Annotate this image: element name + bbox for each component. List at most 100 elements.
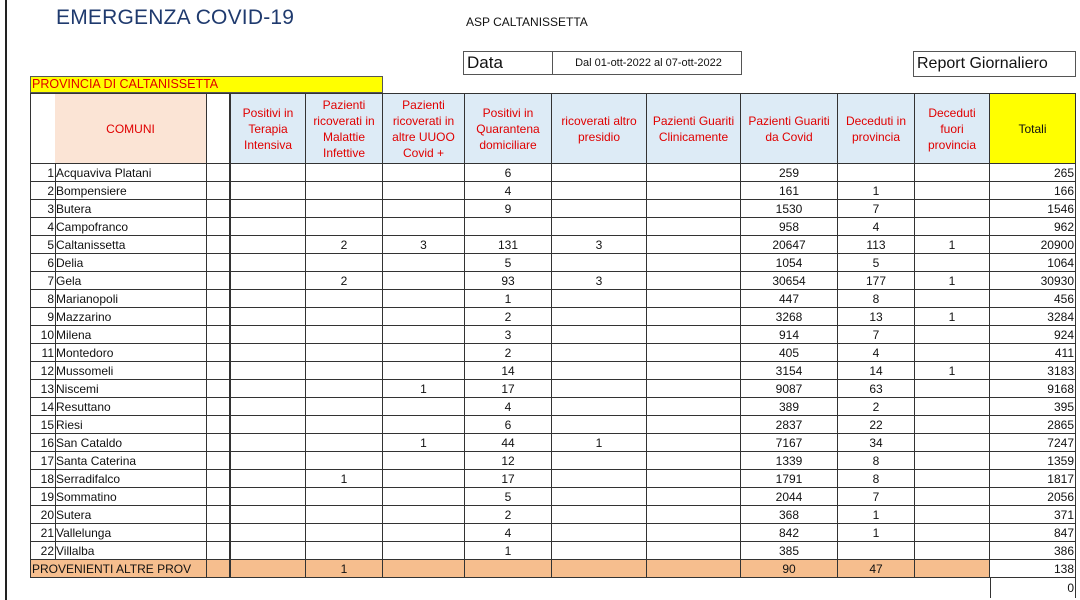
data-cell [230, 542, 306, 560]
comuni-header: COMUNI [55, 93, 207, 164]
spacer-cell [207, 398, 230, 416]
data-cell [306, 290, 383, 308]
data-cell [230, 272, 306, 290]
data-cell [552, 380, 647, 398]
spacer-cell [207, 344, 230, 362]
data-cell: 3154 [741, 362, 838, 380]
row-number: 22 [30, 542, 56, 560]
data-cell: 847 [990, 524, 1076, 542]
spacer-cell [207, 308, 230, 326]
spacer-cell [207, 164, 230, 182]
data-cell: 2 [465, 344, 552, 362]
data-cell: 385 [741, 542, 838, 560]
data-cell [552, 182, 647, 200]
data-cell: 7 [838, 200, 915, 218]
data-cell: 6 [465, 164, 552, 182]
column-header: Positivi in Terapia Intensiva [230, 93, 306, 164]
data-cell: 389 [741, 398, 838, 416]
data-cell: 2 [465, 308, 552, 326]
column-header: Pazienti ricoverati in altre UUOO Covid … [383, 93, 465, 164]
data-cell [552, 362, 647, 380]
data-cell [647, 254, 741, 272]
data-cell [230, 434, 306, 452]
data-cell: 1 [915, 362, 990, 380]
row-number: 6 [30, 254, 56, 272]
spacer-cell [207, 200, 230, 218]
column-header: Positivi in Quarantena domiciliare [465, 93, 552, 164]
data-cell [915, 326, 990, 344]
data-cell: 447 [741, 290, 838, 308]
data-cell: 4 [838, 218, 915, 236]
data-cell: 30654 [741, 272, 838, 290]
data-cell: 17 [465, 470, 552, 488]
data-cell: 8 [838, 290, 915, 308]
data-cell [230, 398, 306, 416]
data-cell [838, 542, 915, 560]
comune-name: Serradifalco [55, 470, 207, 488]
data-cell [552, 398, 647, 416]
provenienti-label: PROVENIENTI ALTRE PROV [30, 560, 207, 578]
data-cell [647, 488, 741, 506]
data-cell [306, 380, 383, 398]
provenienti-cell [465, 560, 552, 578]
provenienti-cell [647, 560, 741, 578]
data-cell [915, 290, 990, 308]
data-cell [647, 398, 741, 416]
data-cell [383, 362, 465, 380]
data-cell [915, 254, 990, 272]
data-cell [915, 398, 990, 416]
data-cell [552, 506, 647, 524]
data-cell [552, 164, 647, 182]
data-cell: 93 [465, 272, 552, 290]
data-cell [465, 218, 552, 236]
data-cell [915, 434, 990, 452]
spacer-cell [207, 560, 230, 578]
row-number: 16 [30, 434, 56, 452]
data-cell: 177 [838, 272, 915, 290]
data-cell [915, 452, 990, 470]
data-cell [230, 524, 306, 542]
row-number: 17 [30, 452, 56, 470]
data-cell: 7167 [741, 434, 838, 452]
data-cell: 1 [465, 542, 552, 560]
data-cell: 2056 [990, 488, 1076, 506]
data-cell: 1546 [990, 200, 1076, 218]
data-cell [915, 200, 990, 218]
spacer-cell [207, 542, 230, 560]
row-number: 11 [30, 344, 56, 362]
data-cell [230, 326, 306, 344]
data-cell [383, 452, 465, 470]
row-number: 9 [30, 308, 56, 326]
data-cell: 1 [838, 524, 915, 542]
row-number: 20 [30, 506, 56, 524]
comune-name: Milena [55, 326, 207, 344]
data-cell [552, 254, 647, 272]
data-cell [230, 254, 306, 272]
column-header: Pazienti Guariti Clinicamente [647, 93, 741, 164]
spacer-cell [207, 452, 230, 470]
data-cell [647, 344, 741, 362]
data-cell [552, 326, 647, 344]
data-cell [383, 308, 465, 326]
provenienti-cell [552, 560, 647, 578]
data-cell [383, 542, 465, 560]
data-cell [230, 182, 306, 200]
data-cell [383, 524, 465, 542]
comune-name: Resuttano [55, 398, 207, 416]
data-cell: 4 [465, 398, 552, 416]
data-cell: 1 [465, 290, 552, 308]
data-cell [383, 506, 465, 524]
data-cell [915, 542, 990, 560]
data-cell [647, 164, 741, 182]
data-cell [306, 506, 383, 524]
data-cell [230, 236, 306, 254]
province-label: PROVINCIA DI CALTANISSETTA [30, 76, 383, 93]
data-cell [647, 326, 741, 344]
data-cell [915, 470, 990, 488]
comune-name: Acquaviva Platani [55, 164, 207, 182]
spacer-cell [207, 362, 230, 380]
data-cell: 3 [383, 236, 465, 254]
data-cell [647, 380, 741, 398]
data-cell [915, 524, 990, 542]
data-cell [647, 452, 741, 470]
